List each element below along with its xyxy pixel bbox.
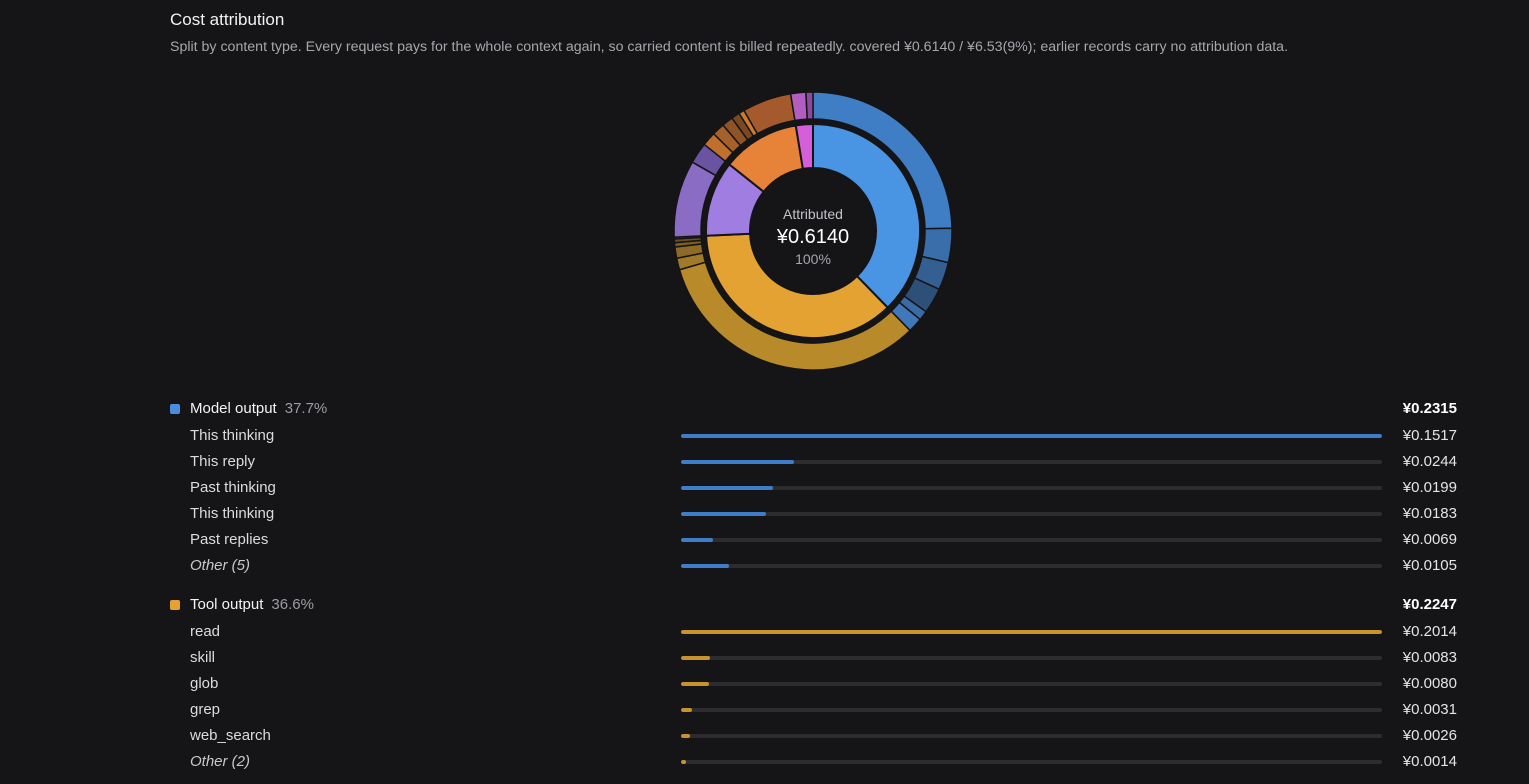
list-item[interactable]: web_search ¥0.0026	[170, 725, 1457, 747]
cost-bar-track	[681, 434, 1382, 438]
list-item[interactable]: Past replies ¥0.0069	[170, 529, 1457, 551]
legend-swatch	[170, 600, 180, 610]
item-amount: ¥0.0199	[1402, 479, 1457, 496]
cost-bar-track	[681, 708, 1382, 712]
cost-bar	[681, 486, 773, 490]
cost-bar	[681, 734, 691, 738]
donut-hole	[751, 169, 875, 293]
cost-bar-track	[681, 682, 1382, 686]
item-amount: ¥0.0026	[1402, 727, 1457, 744]
item-amount: ¥0.0014	[1402, 753, 1457, 770]
section-description: Split by content type. Every request pay…	[170, 39, 1289, 55]
cost-bar-track	[681, 760, 1382, 764]
cost-bar	[681, 708, 692, 712]
list-item[interactable]: Past thinking ¥0.0199	[170, 477, 1457, 499]
list-item-other[interactable]: Other (5) ¥0.0105	[170, 555, 1457, 577]
cost-bar	[681, 630, 1382, 634]
group-header-tool-output[interactable]: Tool output 36.6% ¥0.2247	[170, 594, 1457, 616]
item-label: This reply	[190, 453, 256, 470]
list-item[interactable]: read ¥0.2014	[170, 621, 1457, 643]
cost-bar	[681, 564, 730, 568]
list-item[interactable]: skill ¥0.0083	[170, 647, 1457, 669]
item-amount: ¥0.0083	[1402, 649, 1457, 666]
item-amount: ¥0.2014	[1402, 623, 1457, 640]
item-amount: ¥0.1517	[1402, 427, 1457, 444]
group-name: Tool output 36.6%	[190, 596, 314, 613]
item-amount: ¥0.0105	[1402, 557, 1457, 574]
outer-ring-segment[interactable]	[805, 91, 814, 120]
cost-bar-track	[681, 538, 1382, 542]
cost-bar-track	[681, 656, 1382, 660]
item-label: grep	[190, 701, 221, 718]
list-item[interactable]: glob ¥0.0080	[170, 673, 1457, 695]
item-amount: ¥0.0244	[1402, 453, 1457, 470]
cost-bar	[681, 656, 710, 660]
cost-bar-track	[681, 734, 1382, 738]
cost-donut-chart	[673, 91, 953, 371]
item-label: This thinking	[190, 505, 275, 522]
item-amount: ¥0.0031	[1402, 701, 1457, 718]
cost-bar-track	[681, 630, 1382, 634]
group-percent: 36.6%	[271, 596, 314, 613]
list-item[interactable]: This thinking ¥0.1517	[170, 425, 1457, 447]
group-amount: ¥0.2315	[1402, 400, 1457, 417]
ring-separator	[701, 119, 925, 343]
cost-bar	[681, 760, 686, 764]
list-item[interactable]: This thinking ¥0.0183	[170, 503, 1457, 525]
item-label: Past thinking	[190, 479, 276, 496]
group-amount: ¥0.2247	[1402, 596, 1457, 613]
group-percent: 37.7%	[284, 400, 328, 417]
cost-bar-track	[681, 512, 1382, 516]
cost-bar-track	[681, 486, 1382, 490]
item-amount: ¥0.0069	[1402, 531, 1457, 548]
inner-ring-segment[interactable]	[812, 122, 921, 310]
cost-bar	[681, 460, 794, 464]
item-label: glob	[190, 675, 219, 692]
item-label: This thinking	[190, 427, 275, 444]
item-label: skill	[190, 649, 215, 666]
inner-ring-segment[interactable]	[705, 232, 890, 339]
list-item[interactable]: grep ¥0.0031	[170, 699, 1457, 721]
item-amount: ¥0.0183	[1402, 505, 1457, 522]
cost-bar	[681, 682, 710, 686]
cost-bar-track	[681, 460, 1382, 464]
cost-bar	[681, 434, 1382, 438]
cost-bar	[681, 512, 766, 516]
item-label: web_search	[190, 727, 271, 744]
donut-center-caption: Attributed	[783, 206, 843, 222]
donut-center-value: ¥0.6140	[776, 226, 850, 248]
inner-ring-segment[interactable]	[794, 122, 814, 170]
legend-swatch	[170, 404, 180, 414]
item-label: Past replies	[190, 531, 269, 548]
item-amount: ¥0.0080	[1402, 675, 1457, 692]
item-label: read	[190, 623, 221, 640]
section-title: Cost attribution	[170, 10, 285, 29]
cost-bar-track	[681, 564, 1382, 568]
item-label: Other (2)	[190, 753, 251, 770]
cost-bar	[681, 538, 713, 542]
item-label: Other (5)	[190, 557, 251, 574]
list-item[interactable]: This reply ¥0.0244	[170, 451, 1457, 473]
group-name: Model output 37.7%	[190, 400, 328, 417]
donut-center-percent: 100%	[795, 251, 831, 267]
group-header-model-output[interactable]: Model output 37.7% ¥0.2315	[170, 398, 1457, 420]
list-item-other[interactable]: Other (2) ¥0.0014	[170, 751, 1457, 773]
